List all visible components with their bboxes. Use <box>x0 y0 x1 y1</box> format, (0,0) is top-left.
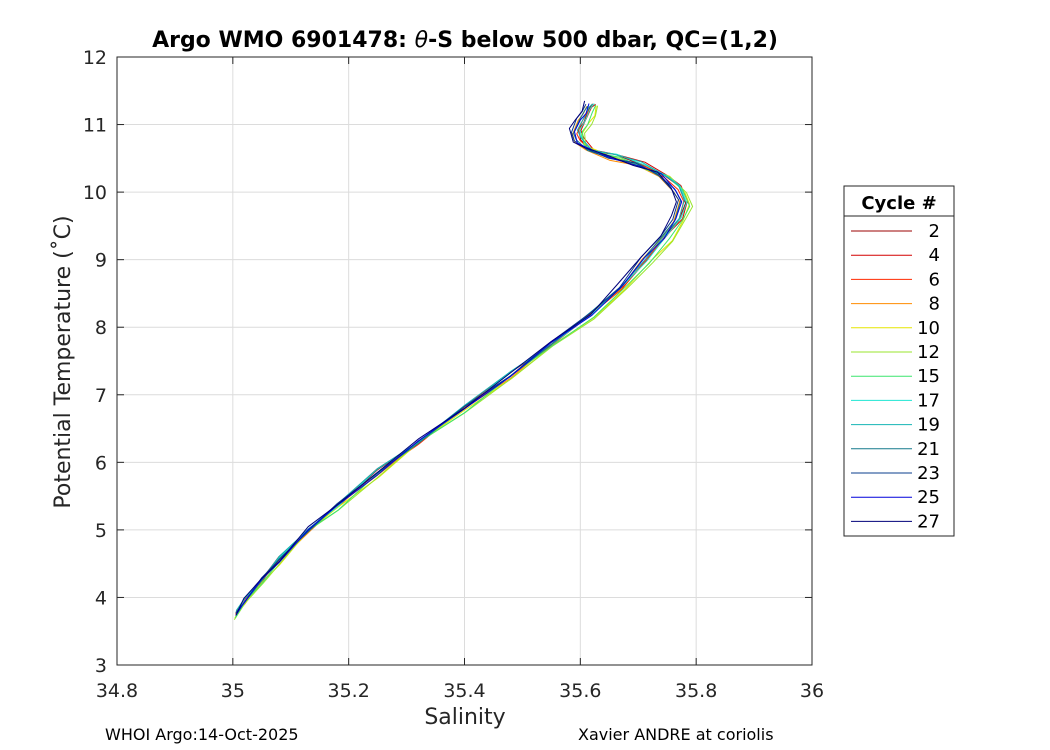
axis-ticks: 34.8 35 35.2 35.4 35.6 35.8 36 3 4 5 6 7 8 9 10 11 12 <box>83 47 824 702</box>
chart-title-theta: θ <box>415 28 429 53</box>
x-axis-label: Salinity <box>424 705 505 730</box>
legend-label-cycle-4: 4 <box>929 245 940 266</box>
x-tick-label: 35.4 <box>443 680 485 702</box>
legend-label-cycle-23: 23 <box>917 463 940 484</box>
y-tick-label: 7 <box>95 385 107 407</box>
x-tick-label: 35.2 <box>328 680 370 702</box>
legend-title: Cycle # <box>861 193 936 214</box>
legend-label-cycle-10: 10 <box>917 318 940 339</box>
y-tick-label: 4 <box>95 587 107 609</box>
footer-right: Xavier ANDRE at coriolis <box>578 725 774 744</box>
legend-label-cycle-27: 27 <box>917 511 940 532</box>
chart-title-prefix: Argo WMO 6901478: <box>152 28 415 53</box>
legend-label-cycle-6: 6 <box>929 269 940 290</box>
y-tick-label: 6 <box>95 452 107 474</box>
y-tick-label: 12 <box>83 47 107 69</box>
profile-line-cycle-27 <box>235 100 677 616</box>
chart-title-suffix: -S below 500 dbar, QC=(1,2) <box>428 28 778 53</box>
footer-left: WHOI Argo:14-Oct-2025 <box>105 725 299 744</box>
x-tick-label: 35.8 <box>675 680 717 702</box>
x-tick-label: 34.8 <box>96 680 138 702</box>
x-tick-label: 35 <box>221 680 245 702</box>
y-tick-label: 11 <box>83 115 107 137</box>
legend-label-cycle-8: 8 <box>929 294 940 315</box>
y-tick-label: 3 <box>95 655 107 677</box>
x-tick-label: 36 <box>800 680 824 702</box>
y-tick-label: 9 <box>95 250 107 272</box>
legend-label-cycle-17: 17 <box>917 390 940 411</box>
legend-label-cycle-25: 25 <box>917 487 940 508</box>
legend-label-cycle-21: 21 <box>917 439 940 460</box>
legend: Cycle # 2 4 6 8 10 12 15 17 19 21 23 25 27 <box>843 185 955 537</box>
profile-line-cycle-15 <box>234 104 691 619</box>
y-tick-label: 5 <box>95 520 107 542</box>
legend-label-cycle-19: 19 <box>917 415 940 436</box>
chart-title: Argo WMO 6901478: θ-S below 500 dbar, QC… <box>152 28 778 53</box>
y-tick-label: 8 <box>95 317 107 339</box>
profile-traces <box>233 100 694 620</box>
y-tick-label: 10 <box>83 182 107 204</box>
legend-box <box>843 185 955 537</box>
profile-line-cycle-25 <box>235 103 683 616</box>
legend-items: 2 4 6 8 10 12 15 17 19 21 23 25 27 <box>851 221 940 532</box>
y-axis-label: Potential Temperature (˚C) <box>51 215 76 508</box>
legend-label-cycle-15: 15 <box>917 366 940 387</box>
x-tick-label: 35.6 <box>559 680 601 702</box>
legend-label-cycle-2: 2 <box>929 221 940 242</box>
legend-label-cycle-12: 12 <box>917 342 940 363</box>
